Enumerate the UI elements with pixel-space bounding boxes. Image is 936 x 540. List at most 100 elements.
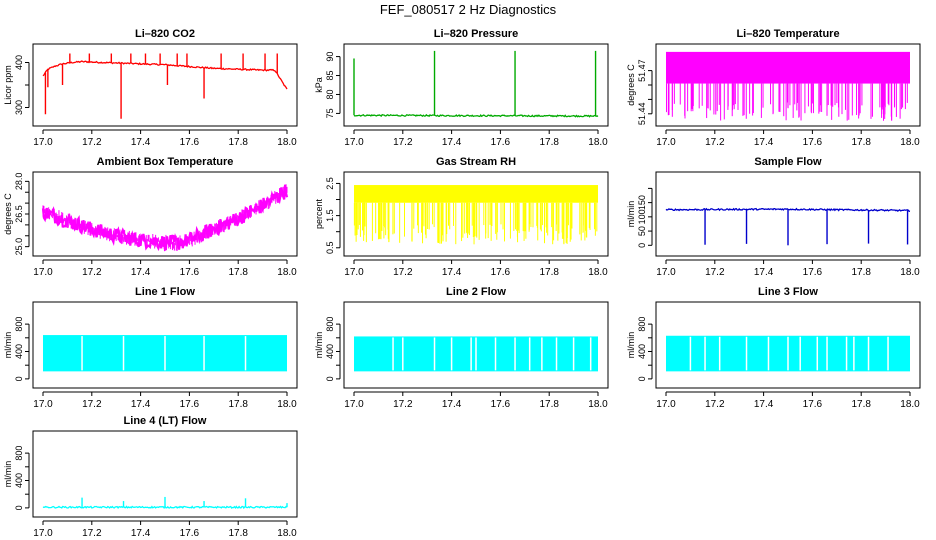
x-tick-label: 18.0 xyxy=(900,267,920,278)
y-tick-label: 0 xyxy=(14,376,24,381)
y-tick-label: 300 xyxy=(14,100,24,115)
y-tick-label: 0 xyxy=(637,376,647,381)
y-tick-label: 1.5 xyxy=(325,209,335,222)
series-marks xyxy=(43,335,287,372)
plot-frame xyxy=(655,301,921,389)
x-tick-label: 17.2 xyxy=(82,267,102,278)
x-tick-label: 17.2 xyxy=(705,399,725,410)
x-tick-label: 18.0 xyxy=(277,399,297,410)
series-band xyxy=(354,185,598,203)
x-tick-label: 17.6 xyxy=(803,137,823,148)
plot-frame xyxy=(32,171,298,257)
y-tick-label: 75 xyxy=(325,108,335,118)
x-tick-label: 17.0 xyxy=(656,267,676,278)
y-tick-label: 0 xyxy=(637,243,647,248)
x-tick-label: 18.0 xyxy=(588,267,608,278)
series-marks xyxy=(666,335,910,372)
x-tick-label: 18.0 xyxy=(277,137,297,148)
x-tick-label: 17.2 xyxy=(82,137,102,148)
x-tick-label: 17.8 xyxy=(228,137,248,148)
panel-title: Line 1 Flow xyxy=(135,286,195,298)
y-tick-label: 100 xyxy=(637,209,647,224)
x-tick-label: 17.0 xyxy=(656,399,676,410)
plot-frame xyxy=(655,43,921,127)
panel-1: Li–820 CO2 Licor ppm 17.0 17.2 17.4 17.6 17.8 1… xyxy=(3,28,298,148)
x-tick-label: 17.2 xyxy=(393,267,413,278)
panel-title: Line 2 Flow xyxy=(446,286,506,298)
x-tick-label: 17.2 xyxy=(705,137,725,148)
panel-6: Sample Flow ml/min 17.0 17.2 17.4 17.6 17.8 18.… xyxy=(626,156,921,278)
series-marks xyxy=(665,207,911,246)
x-tick-label: 17.2 xyxy=(82,399,102,410)
x-tick-label: 17.4 xyxy=(442,137,462,148)
y-tick-label: 0 xyxy=(325,376,335,381)
plot-frame xyxy=(32,301,298,389)
x-tick-label: 17.6 xyxy=(180,267,200,278)
x-tick-label: 17.8 xyxy=(851,267,871,278)
x-tick-label: 17.6 xyxy=(180,528,200,539)
x-tick-label: 17.4 xyxy=(442,267,462,278)
y-axis-label: percent xyxy=(314,198,324,229)
panel-title: Line 3 Flow xyxy=(758,286,818,298)
x-tick-label: 17.8 xyxy=(539,267,559,278)
series-marks xyxy=(353,185,598,245)
x-tick-label: 18.0 xyxy=(588,399,608,410)
x-tick-label: 17.0 xyxy=(656,137,676,148)
plot-frame xyxy=(32,43,298,127)
x-tick-label: 17.0 xyxy=(33,399,53,410)
x-tick-label: 17.2 xyxy=(705,267,725,278)
x-tick-label: 17.8 xyxy=(539,137,559,148)
x-tick-label: 17.6 xyxy=(491,137,511,148)
x-tick-label: 17.8 xyxy=(851,399,871,410)
x-tick-label: 18.0 xyxy=(588,137,608,148)
y-tick-label: 400 xyxy=(325,344,335,359)
panel-title: Li–820 Temperature xyxy=(736,28,839,40)
x-tick-label: 17.4 xyxy=(131,267,151,278)
panel-title: Ambient Box Temperature xyxy=(97,156,234,168)
y-tick-label: 28.0 xyxy=(14,173,24,191)
figure-title: FEF_080517 2 Hz Diagnostics xyxy=(380,2,557,17)
x-tick-label: 17.8 xyxy=(228,528,248,539)
plot-frame xyxy=(343,43,609,127)
y-tick-label: 26.5 xyxy=(14,205,24,223)
series-line xyxy=(42,60,288,90)
y-tick-label: 90 xyxy=(325,52,335,62)
y-tick-label: 800 xyxy=(14,446,24,461)
x-tick-label: 18.0 xyxy=(900,137,920,148)
panel-8: Line 2 Flow ml/min 17.0 17.2 17.4 17.6 17.8 18.… xyxy=(314,286,609,410)
y-tick-label: 0.5 xyxy=(325,242,335,255)
x-tick-label: 17.6 xyxy=(180,399,200,410)
x-tick-label: 17.6 xyxy=(180,137,200,148)
x-tick-label: 17.4 xyxy=(442,399,462,410)
x-tick-label: 17.4 xyxy=(754,267,774,278)
panel-title: Gas Stream RH xyxy=(436,156,516,168)
y-tick-label: 50 xyxy=(637,226,647,236)
y-tick-label: 51.44 xyxy=(637,103,647,126)
panel-5: Gas Stream RH percent 17.0 17.2 17.4 17.6 17.8… xyxy=(314,156,609,278)
y-axis-label: ml/min xyxy=(626,332,636,359)
x-tick-label: 17.4 xyxy=(131,137,151,148)
x-tick-label: 17.0 xyxy=(344,137,364,148)
x-tick-label: 17.6 xyxy=(803,399,823,410)
x-tick-label: 17.6 xyxy=(491,399,511,410)
x-tick-label: 17.0 xyxy=(33,528,53,539)
x-tick-label: 17.4 xyxy=(754,399,774,410)
x-tick-label: 17.8 xyxy=(539,399,559,410)
x-tick-label: 17.2 xyxy=(393,137,413,148)
y-tick-label: 2.5 xyxy=(325,177,335,190)
x-tick-label: 17.4 xyxy=(131,399,151,410)
x-tick-label: 17.4 xyxy=(131,528,151,539)
panel-title: Line 4 (LT) Flow xyxy=(124,415,207,427)
y-tick-label: 80 xyxy=(325,89,335,99)
panel-title: Li–820 CO2 xyxy=(135,28,195,40)
x-tick-label: 17.8 xyxy=(228,399,248,410)
panel-title: Li–820 Pressure xyxy=(434,28,518,40)
x-tick-label: 17.0 xyxy=(33,267,53,278)
y-tick-label: 150 xyxy=(637,195,647,210)
x-tick-label: 17.8 xyxy=(851,137,871,148)
y-tick-label: 400 xyxy=(14,344,24,359)
x-tick-label: 17.2 xyxy=(393,399,413,410)
y-axis-label: ml/min xyxy=(314,332,324,359)
